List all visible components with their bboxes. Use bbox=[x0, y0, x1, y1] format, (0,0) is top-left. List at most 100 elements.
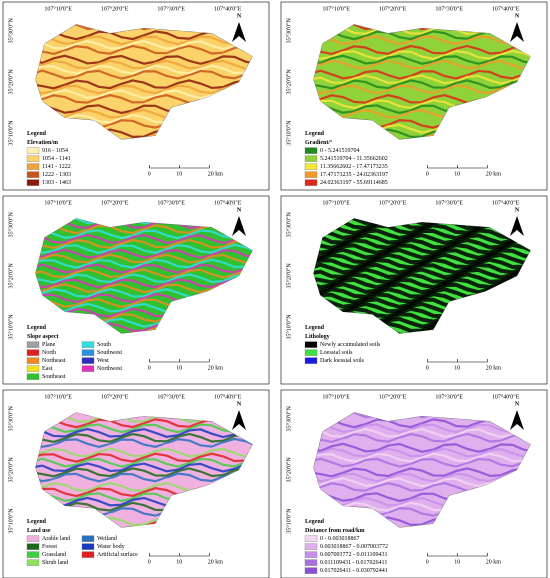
legend-label: South bbox=[97, 342, 111, 348]
map-panel: 107°10'0"E 107°20'0"E 107°30'0"E 107°40'0"E… bbox=[2, 195, 270, 385]
longitude-label: 107°40'0"E bbox=[214, 199, 242, 206]
terrain-stripe bbox=[35, 64, 253, 75]
legend-label: Wetland bbox=[97, 536, 117, 542]
scale-label: 0 bbox=[426, 171, 429, 177]
legend-swatch bbox=[81, 341, 95, 348]
legend-swatch bbox=[304, 543, 318, 550]
legend-swatch bbox=[81, 543, 95, 550]
map-panel: 107°10'0"E 107°20'0"E 107°30'0"E 107°40'0"E… bbox=[280, 1, 548, 191]
latitude-label: 35°10'0"N bbox=[7, 508, 14, 534]
legend-swatch bbox=[304, 551, 318, 558]
legend-label: Southeast bbox=[42, 374, 66, 380]
legend-label: Water body bbox=[97, 544, 125, 550]
legend-label: Northwest bbox=[97, 366, 122, 372]
terrain-stripe bbox=[35, 59, 253, 70]
terrain-stripe bbox=[35, 74, 253, 85]
legend-swatch bbox=[304, 535, 318, 542]
legend-title: Legend bbox=[27, 519, 47, 525]
legend-subtitle: Land use bbox=[27, 528, 51, 534]
terrain-stripe bbox=[313, 64, 531, 75]
latitude-label: 35°20'0"N bbox=[7, 263, 14, 289]
terrain-stripe bbox=[313, 272, 531, 285]
terrain-stripe bbox=[35, 229, 253, 240]
longitude-label: 107°10'0"E bbox=[44, 5, 72, 12]
latitude-label: 35°20'0"N bbox=[285, 69, 292, 95]
latitude-label: 35°10'0"N bbox=[285, 508, 292, 534]
legend-swatch bbox=[304, 171, 318, 178]
terrain-stripe bbox=[35, 54, 253, 65]
terrain-stripe bbox=[35, 423, 253, 434]
terrain-stripe bbox=[313, 84, 531, 95]
terrain-stripe bbox=[313, 59, 531, 70]
terrain-stripe bbox=[313, 467, 531, 478]
legend-label: 24.02363197 - 55.69114685 bbox=[320, 180, 388, 186]
scale-bar bbox=[149, 553, 210, 557]
latitude-label: 35°10'0"N bbox=[7, 120, 14, 146]
terrain-stripe bbox=[35, 35, 253, 46]
legend-label: 0.007003772 - 0.011109431 bbox=[320, 552, 388, 558]
terrain-stripe bbox=[35, 412, 253, 419]
terrain-stripe bbox=[313, 54, 531, 65]
scale-label: 20 km bbox=[208, 365, 224, 371]
terrain-stripe bbox=[313, 447, 531, 458]
longitude-label: 107°20'0"E bbox=[379, 393, 407, 400]
latitude-label: 35°30'0"N bbox=[285, 17, 292, 43]
latitude-label: 35°30'0"N bbox=[7, 211, 14, 237]
terrain-stripe bbox=[35, 44, 253, 56]
longitude-label: 107°10'0"E bbox=[322, 393, 350, 400]
terrain-stripe bbox=[35, 238, 253, 250]
north-arrow bbox=[510, 410, 524, 430]
legend-swatch bbox=[26, 171, 40, 178]
legend-label: Grassland bbox=[42, 552, 66, 558]
map-pattern bbox=[313, 218, 531, 334]
legend-label: Northeast bbox=[42, 358, 66, 364]
legend-swatch bbox=[26, 535, 40, 542]
legend-swatch bbox=[26, 365, 40, 372]
scale-label: 20 km bbox=[486, 365, 502, 371]
legend-label: Artificial surface bbox=[97, 551, 138, 558]
map-pattern bbox=[35, 412, 253, 528]
longitude-label: 107°10'0"E bbox=[322, 5, 350, 12]
legend-label: Shrub land bbox=[42, 560, 68, 566]
legend-swatch bbox=[304, 163, 318, 170]
legend-label: 5.241519704 - 11.35662602 bbox=[320, 156, 388, 162]
terrain-stripe bbox=[35, 273, 253, 284]
terrain-stripe bbox=[35, 218, 253, 225]
terrain-stripe bbox=[35, 253, 253, 264]
scale-bar bbox=[149, 359, 210, 363]
legend-label: Newly accumulated soils bbox=[320, 342, 381, 348]
longitude-label: 107°40'0"E bbox=[214, 5, 242, 12]
north-label: N bbox=[515, 207, 520, 213]
scale-label: 10 bbox=[176, 559, 182, 565]
scale-bar bbox=[427, 165, 488, 169]
legend-swatch bbox=[304, 147, 318, 154]
legend-title: Legend bbox=[305, 325, 325, 331]
terrain-stripe bbox=[313, 427, 531, 439]
longitude-label: 107°20'0"E bbox=[101, 393, 129, 400]
terrain-stripe bbox=[313, 39, 531, 51]
scale-label: 0 bbox=[148, 559, 151, 565]
terrain-stripe bbox=[35, 258, 253, 269]
legend-label: Forest bbox=[42, 544, 57, 550]
terrain-stripe bbox=[313, 262, 531, 275]
scale-bar bbox=[149, 165, 210, 169]
legend-label: Dark loessial soils bbox=[320, 358, 365, 364]
scale-label: 10 bbox=[176, 171, 182, 177]
legend-label: 1054 - 1141 bbox=[42, 156, 71, 162]
terrain-stripe bbox=[35, 278, 253, 289]
longitude-label: 107°40'0"E bbox=[492, 199, 520, 206]
latitude-label: 35°20'0"N bbox=[7, 457, 14, 483]
longitude-label: 107°30'0"E bbox=[157, 199, 185, 206]
legend-subtitle: Elevation/m bbox=[27, 140, 58, 146]
legend-label: 0.003018867 - 0.007003772 bbox=[320, 544, 388, 550]
legend-swatch bbox=[81, 357, 95, 364]
legend-subtitle: Distance from road/km bbox=[305, 528, 364, 534]
longitude-label: 107°10'0"E bbox=[44, 393, 72, 400]
legend-label: 1303 - 1463 bbox=[42, 180, 71, 186]
legend-label: 916 - 1054 bbox=[42, 148, 68, 154]
map-panel: 107°10'0"E 107°20'0"E 107°30'0"E 107°40'0"E… bbox=[2, 389, 270, 578]
scale-label: 20 km bbox=[208, 559, 224, 565]
north-label: N bbox=[237, 401, 242, 407]
scale-label: 20 km bbox=[486, 559, 502, 565]
